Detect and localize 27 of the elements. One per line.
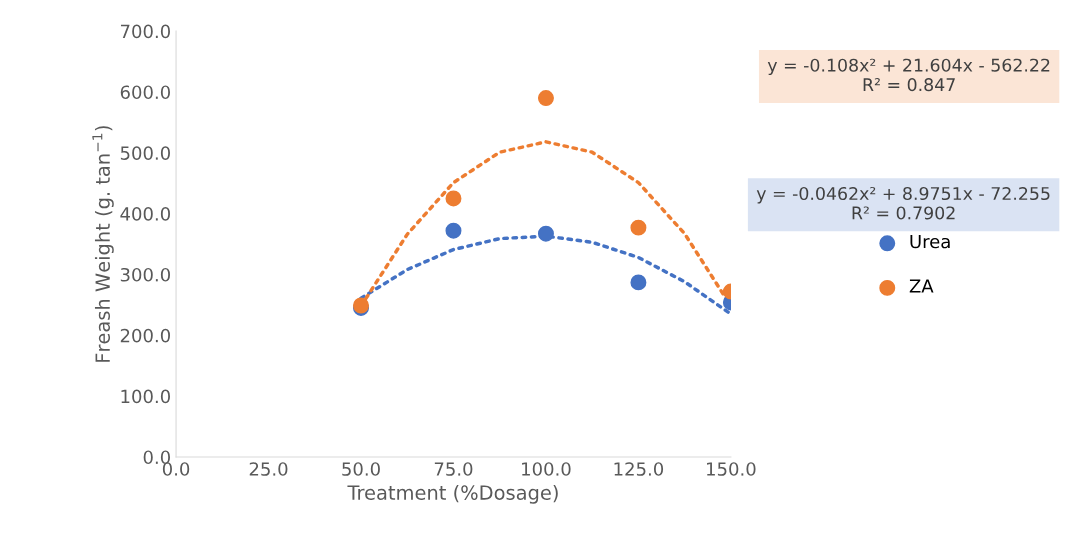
x-tick-label: 25.0 [249,462,288,476]
y-tick-label: 100.0 [121,389,170,404]
point [445,222,462,239]
y-tick-label: 0.0 [143,450,170,465]
y-tick-label: 700.0 [120,24,170,39]
y-tick-label: 600.0 [120,85,170,100]
y-axis-title: Freash Weight (g. tan$^{−1}$) [92,126,114,362]
y-tick-label: 200.0 [120,328,170,343]
text: y = -0.0462x² + 8.9751x - 72.255 R² = 0.7902 [756,186,1050,220]
point [630,219,647,236]
point [630,274,647,291]
y-tick-label: 400.0 [120,207,170,221]
x-tick-label: 75.0 [434,462,473,476]
x-axis-title: Treatment (%Dosage) [347,484,558,504]
point [537,90,554,107]
legend-label: Urea [910,234,950,249]
x-tick-label: 100.0 [522,462,571,476]
legend-label: ZA [909,279,934,293]
x-tick-label: 150.0 [707,462,756,476]
y-tick-label: 300.0 [120,267,170,282]
point [537,225,554,242]
x-tick-label: 50.0 [342,462,380,476]
y-tick-label: 500.0 [120,146,170,160]
point [445,190,462,207]
x-tick-label: 125.0 [614,462,664,476]
x-tick-label: 0.0 [162,462,190,476]
text: y = -0.108x² + 21.604x - 562.22 R² = 0.847 [767,58,1050,92]
